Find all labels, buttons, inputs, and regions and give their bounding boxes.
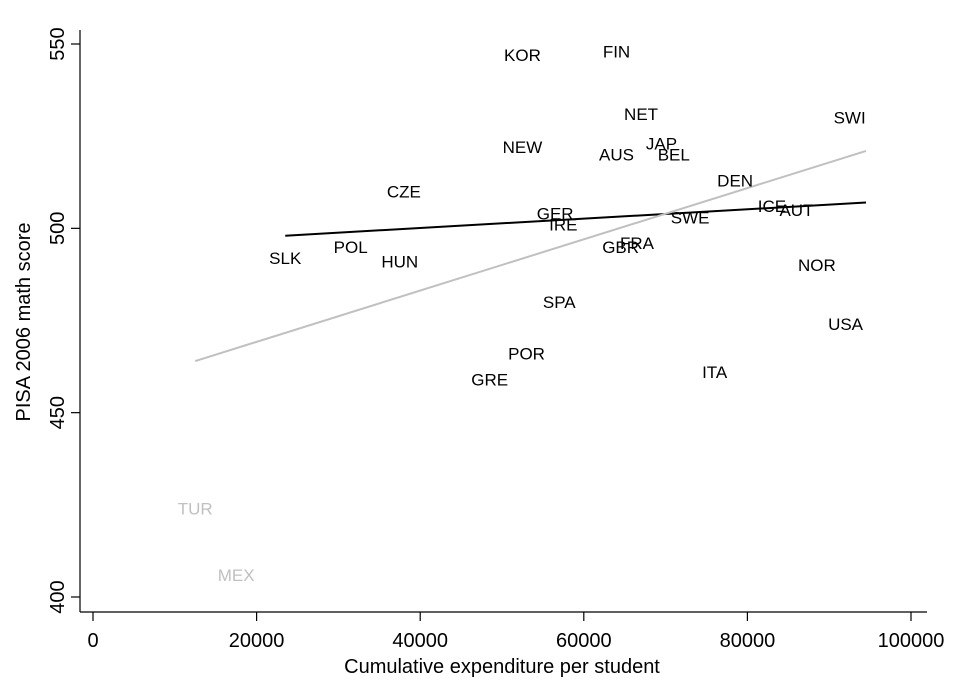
point-label-aut: AUT bbox=[779, 201, 813, 220]
y-tick-label: 500 bbox=[47, 212, 69, 245]
y-tick-label: 400 bbox=[47, 580, 69, 613]
point-label-tur: TUR bbox=[178, 500, 213, 519]
y-tick-label: 450 bbox=[47, 396, 69, 429]
x-axis-title: Cumulative expenditure per student bbox=[344, 656, 660, 678]
x-tick-label: 40000 bbox=[392, 630, 448, 652]
point-label-new: NEW bbox=[503, 138, 543, 157]
point-label-pol: POL bbox=[334, 238, 368, 257]
y-axis-title: PISA 2006 math score bbox=[13, 222, 35, 421]
fit-line bbox=[194, 149, 867, 363]
point-label-fin: FIN bbox=[603, 42, 630, 61]
x-tick-label: 20000 bbox=[229, 630, 285, 652]
point-label-aus: AUS bbox=[599, 146, 634, 165]
point-label-swi: SWI bbox=[834, 109, 866, 128]
point-label-nor: NOR bbox=[798, 256, 836, 275]
point-label-fra: FRA bbox=[620, 234, 655, 253]
x-tick-label: 60000 bbox=[556, 630, 612, 652]
point-label-ice: ICE bbox=[758, 197, 786, 216]
point-label-ger: GER bbox=[537, 205, 574, 224]
point-label-den: DEN bbox=[717, 171, 753, 190]
x-axis: 0 20000 40000 60000 80000 100000 bbox=[80, 611, 945, 652]
fit-line bbox=[285, 201, 867, 237]
point-label-bel: BEL bbox=[658, 146, 690, 165]
point-label-usa: USA bbox=[828, 315, 864, 334]
point-label-slk: SLK bbox=[269, 249, 302, 268]
point-label-por: POR bbox=[508, 345, 545, 364]
fit-lines bbox=[194, 149, 867, 363]
point-label-ita: ITA bbox=[702, 363, 728, 382]
point-label-ire: IRE bbox=[549, 216, 577, 235]
point-label-gbr: GBR bbox=[602, 238, 639, 257]
point-label-swe: SWE bbox=[671, 208, 710, 227]
y-axis: 400 450 500 550 bbox=[47, 27, 81, 614]
x-tick-label: 80000 bbox=[720, 630, 776, 652]
point-label-kor: KOR bbox=[504, 46, 541, 65]
point-label-cze: CZE bbox=[387, 182, 421, 201]
x-tick-label: 100000 bbox=[878, 630, 945, 652]
point-label-gre: GRE bbox=[471, 370, 508, 389]
point-label-mex: MEX bbox=[218, 566, 255, 585]
point-label-spa: SPA bbox=[543, 293, 576, 312]
x-tick-label: 0 bbox=[87, 630, 98, 652]
point-label-jap: JAP bbox=[646, 135, 677, 154]
y-tick-label: 550 bbox=[47, 27, 69, 60]
point-label-net: NET bbox=[624, 105, 658, 124]
point-label-hun: HUN bbox=[381, 253, 418, 272]
